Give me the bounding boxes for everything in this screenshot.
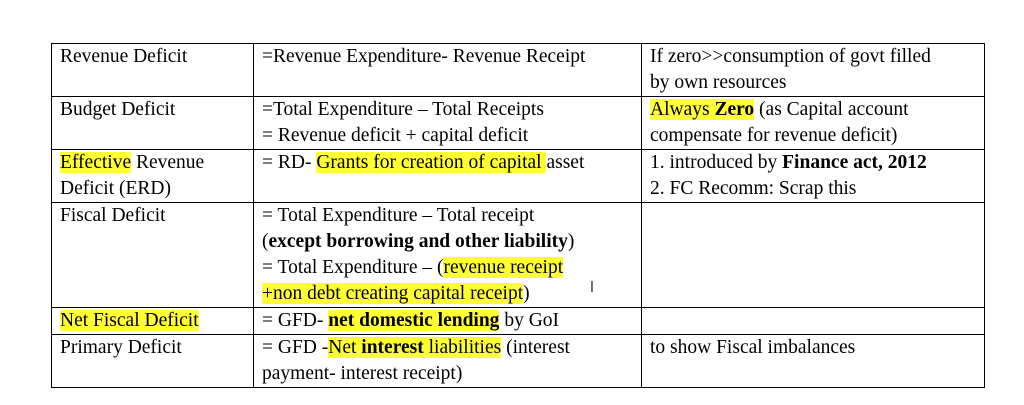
- cell-text: Finance act, 2012: [782, 152, 927, 173]
- cell-text: ): [523, 283, 530, 304]
- cell-text: =Revenue Expenditure- Revenue Receipt: [262, 46, 586, 67]
- cell-note: [641, 307, 985, 335]
- cell-line: Primary Deficit: [60, 336, 247, 362]
- highlighted-text: Grants for creation of capital: [316, 152, 547, 173]
- cell-note: [641, 202, 985, 308]
- cell-text: = Total Expenditure – Total receipt: [262, 205, 535, 226]
- cell-formula: = GFD -Net interest liabilities (interes…: [253, 334, 642, 388]
- cell-formula: =Revenue Expenditure- Revenue Receipt: [253, 43, 642, 97]
- cell-text: = GFD-: [262, 310, 329, 331]
- cell-name: Effective Revenue Deficit (ERD): [51, 149, 254, 203]
- cell-text: Fiscal Deficit: [60, 205, 166, 226]
- cell-note: Always Zero (as Capital account compensat…: [641, 96, 985, 150]
- cell-line: (except borrowing and other liability): [262, 229, 635, 255]
- cell-name: Net Fiscal Deficit: [51, 307, 254, 335]
- cell-line: Deficit (ERD): [60, 176, 247, 202]
- cell-line: =Revenue Expenditure- Revenue Receipt: [262, 45, 635, 71]
- highlighted-text: +non debt creating capital receipt: [262, 283, 524, 304]
- cell-line: = RD- Grants for creation of capital ass…: [262, 151, 635, 177]
- cell-name: Revenue Deficit: [51, 43, 254, 97]
- cell-line: Always Zero (as Capital account: [650, 98, 978, 124]
- highlighted-text: Zero: [714, 99, 755, 120]
- cell-line: = GFD -Net interest liabilities (interes…: [262, 336, 635, 362]
- table-row: Fiscal Deficit = Total Expenditure – Tota…: [51, 202, 985, 308]
- cell-line: by own resources: [650, 70, 978, 96]
- cell-name: Primary Deficit: [51, 334, 254, 388]
- table-row: Primary Deficit = GFD -Net interest liabi…: [51, 334, 985, 388]
- cell-note: If zero>>consumption of govt filled by ow…: [641, 43, 985, 97]
- cell-line: Net Fiscal Deficit: [60, 309, 247, 334]
- cell-text: by own resources: [650, 72, 787, 93]
- cell-text: Deficit (ERD): [60, 178, 172, 199]
- cell-line: = Total Expenditure – (revenue receipt: [262, 255, 635, 281]
- cell-line: If zero>>consumption of govt filled: [650, 45, 978, 71]
- cell-text: = RD-: [262, 152, 317, 173]
- cell-formula: = Total Expenditure – Total receipt (exce…: [253, 202, 642, 308]
- table-row: Net Fiscal Deficit = GFD- net domestic le…: [51, 307, 985, 335]
- cell-text: Revenue Deficit: [60, 46, 188, 67]
- cell-text: asset: [546, 152, 585, 173]
- cell-line: Fiscal Deficit: [60, 204, 247, 230]
- cell-text: (as Capital account: [754, 99, 909, 120]
- cell-text: payment- interest receipt): [262, 363, 463, 384]
- cell-formula: =Total Expenditure – Total Receipts = Rev…: [253, 96, 642, 150]
- cell-text: Revenue: [131, 152, 205, 173]
- table-row: Effective Revenue Deficit (ERD) = RD- Gran…: [51, 149, 985, 203]
- highlighted-text: Always: [650, 99, 715, 120]
- cell-line: Effective Revenue: [60, 151, 247, 177]
- cell-line: =Total Expenditure – Total Receipts: [262, 98, 635, 124]
- cell-line: payment- interest receipt): [262, 361, 635, 387]
- cell-text: 1. introduced by: [650, 152, 783, 173]
- cell-name: Budget Deficit: [51, 96, 254, 150]
- cell-text: except borrowing and other liability: [268, 231, 568, 252]
- cell-note: to show Fiscal imbalances: [641, 334, 985, 388]
- highlighted-text: Net: [328, 337, 362, 358]
- cell-line: compensate for revenue deficit): [650, 123, 978, 149]
- cell-text: to show Fiscal imbalances: [650, 337, 856, 358]
- cell-line: 2. FC Recomm: Scrap this: [650, 176, 978, 202]
- table-row: Budget Deficit =Total Expenditure – Total…: [51, 96, 985, 150]
- cell-text: Primary Deficit: [60, 337, 182, 358]
- cell-text: ): [567, 231, 575, 252]
- highlighted-text: Net Fiscal Deficit: [60, 310, 199, 331]
- cell-text: (: [262, 231, 269, 252]
- cell-formula: = RD- Grants for creation of capital ass…: [253, 149, 642, 203]
- highlighted-text: interest: [361, 337, 424, 358]
- deficits-table-body: Revenue Deficit =Revenue Expenditure- Rev…: [51, 43, 985, 388]
- cell-line: 1. introduced by Finance act, 2012: [650, 151, 978, 177]
- cell-text: by GoI: [499, 310, 560, 331]
- cell-line: +non debt creating capital receipt): [262, 281, 635, 307]
- cell-note: 1. introduced by Finance act, 2012 2. FC …: [641, 149, 985, 203]
- cell-line: = Revenue deficit + capital deficit: [262, 123, 635, 149]
- cell-text: If zero>>consumption of govt filled: [650, 46, 931, 67]
- highlighted-text: revenue receipt: [443, 257, 564, 278]
- cell-line: = GFD- net domestic lending by GoI: [262, 309, 635, 334]
- cell-text: 2. FC Recomm: Scrap this: [650, 178, 857, 199]
- cell-text: =Total Expenditure – Total Receipts: [262, 99, 544, 120]
- cell-text: compensate for revenue deficit): [650, 125, 898, 146]
- cell-text: (interest: [501, 337, 570, 358]
- cell-line: = Total Expenditure – Total receipt: [262, 204, 635, 230]
- cell-line: Revenue Deficit: [60, 45, 247, 71]
- cell-name: Fiscal Deficit: [51, 202, 254, 308]
- text-cursor-icon: I: [589, 278, 595, 296]
- highlighted-text: Effective: [60, 152, 132, 173]
- cell-text: = Revenue deficit + capital deficit: [262, 125, 529, 146]
- cell-text: Budget Deficit: [60, 99, 176, 120]
- deficits-table: Revenue Deficit =Revenue Expenditure- Rev…: [51, 43, 985, 388]
- cell-line: to show Fiscal imbalances: [650, 336, 978, 362]
- cell-text: = GFD -: [262, 337, 329, 358]
- cell-text: = Total Expenditure – (: [262, 257, 444, 278]
- highlighted-text: net domestic lending: [328, 310, 500, 331]
- highlighted-text: liabilities: [423, 337, 502, 358]
- table-row: Revenue Deficit =Revenue Expenditure- Rev…: [51, 43, 985, 97]
- cell-line: Budget Deficit: [60, 98, 247, 124]
- cell-formula: = GFD- net domestic lending by GoI: [253, 307, 642, 335]
